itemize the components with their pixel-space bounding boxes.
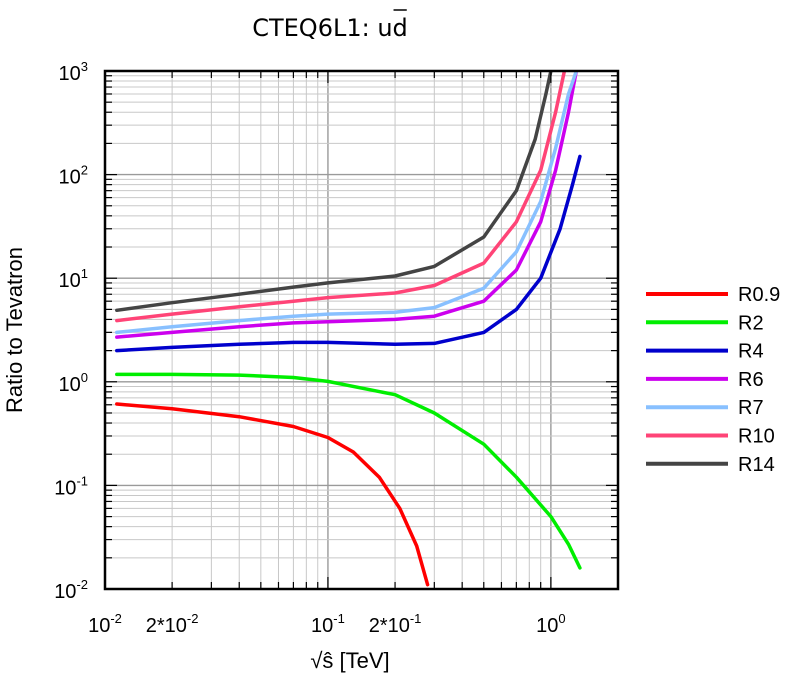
x-axis-label: √ŝ [TeV] bbox=[310, 648, 389, 673]
legend-label: R4 bbox=[738, 341, 764, 363]
series-line-R0.9 bbox=[115, 402, 430, 587]
plot-frame bbox=[103, 69, 620, 591]
legend: R0.9 R2 R4 R6 R7 R10 R14 bbox=[646, 284, 780, 476]
series-layer bbox=[115, 71, 582, 587]
chart-title: CTEQ6L1: ud bbox=[252, 14, 408, 42]
y-tick-label: 10-1 bbox=[54, 473, 88, 499]
legend-label: R7 bbox=[738, 397, 764, 419]
y-tick-label: 10-2 bbox=[54, 577, 88, 603]
y-tick-labels: 10-2 10-1 100 101 102 103 bbox=[54, 59, 88, 603]
y-tick-label: 101 bbox=[59, 266, 88, 292]
axis-ticks bbox=[104, 70, 619, 590]
x-tick-label: 10-1 bbox=[311, 611, 345, 637]
legend-label: R14 bbox=[738, 454, 775, 476]
legend-label: R0.9 bbox=[738, 284, 780, 306]
x-tick-label: 10-2 bbox=[88, 611, 122, 637]
series-line-R6 bbox=[115, 71, 579, 339]
y-tick-label: 103 bbox=[59, 59, 88, 85]
series-line-R10 bbox=[115, 71, 567, 323]
y-tick-label: 100 bbox=[59, 370, 88, 396]
legend-label: R10 bbox=[738, 426, 775, 448]
x-tick-label: 2*10-2 bbox=[146, 611, 199, 637]
series-line-R4 bbox=[115, 154, 582, 353]
x-tick-labels: 10-2 2*10-2 10-1 2*10-1 100 bbox=[88, 611, 566, 637]
legend-label: R2 bbox=[738, 312, 764, 334]
series-line-R2 bbox=[115, 372, 582, 570]
legend-label: R6 bbox=[738, 369, 764, 391]
x-tick-label: 100 bbox=[536, 611, 565, 637]
y-tick-label: 102 bbox=[59, 163, 88, 189]
series-line-R7 bbox=[115, 71, 579, 335]
series-line-R14 bbox=[115, 71, 553, 313]
y-axis-label: Ratio to Tevatron bbox=[2, 247, 27, 413]
x-tick-label: 2*10-1 bbox=[369, 611, 422, 637]
